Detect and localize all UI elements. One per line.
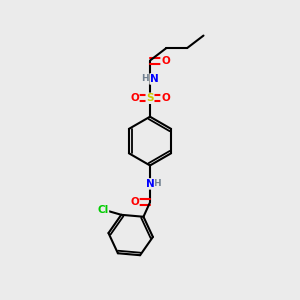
Text: S: S	[146, 93, 154, 103]
Text: N: N	[150, 74, 159, 84]
Text: H: H	[153, 179, 160, 188]
Text: O: O	[161, 93, 170, 103]
Text: O: O	[161, 56, 170, 65]
Text: O: O	[130, 93, 139, 103]
Text: N: N	[146, 179, 154, 189]
Text: O: O	[130, 197, 139, 207]
Text: H: H	[141, 74, 148, 83]
Text: Cl: Cl	[97, 205, 109, 215]
